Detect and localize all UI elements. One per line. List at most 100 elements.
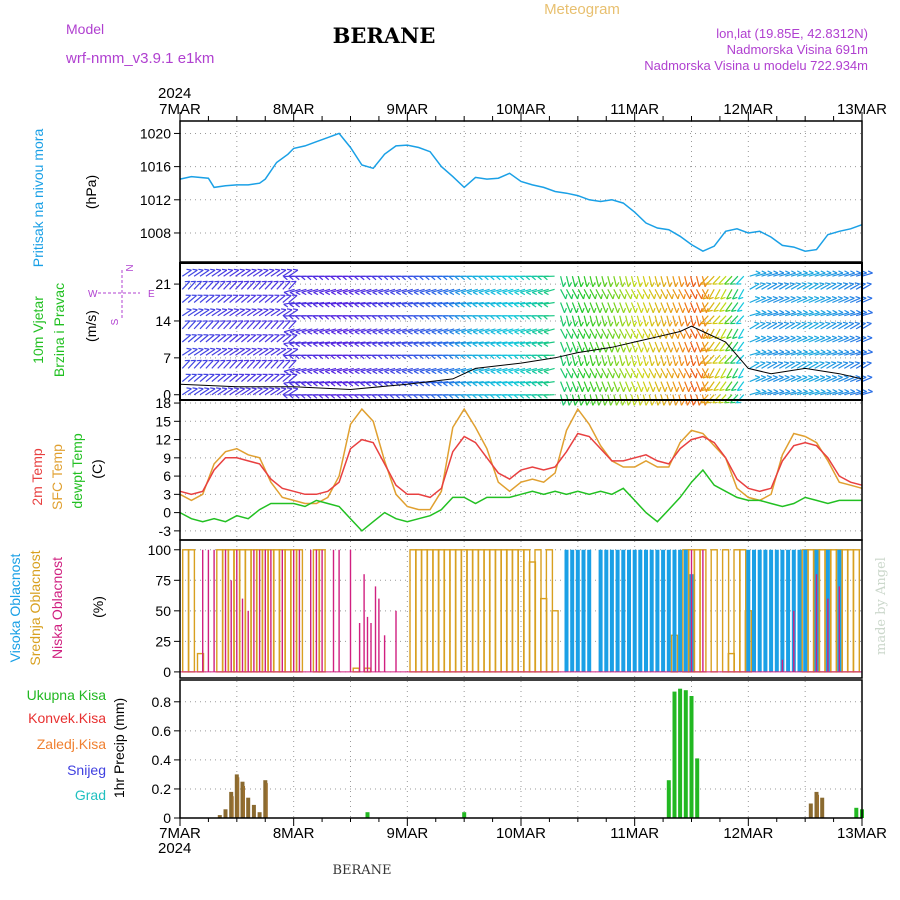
wind-barb (844, 351, 855, 356)
wind-barb (630, 302, 637, 314)
top-day-label: 12MAR (723, 101, 773, 118)
wind-barb-flag (419, 276, 424, 281)
wind-barb (778, 362, 790, 369)
wind-barb (642, 368, 650, 379)
wind-barb (660, 302, 666, 314)
wind-barb (767, 312, 779, 317)
cloud-bar (797, 549, 802, 672)
cloud-bar (793, 610, 795, 672)
wind-barb (258, 280, 268, 290)
wind-barb (808, 272, 820, 277)
wind-barb (678, 302, 684, 314)
wind-barb (850, 391, 861, 396)
y-tick-label: 1012 (140, 192, 171, 208)
cloud-bar (202, 549, 204, 672)
wind-barb-flag (642, 294, 645, 300)
wind-barb-flag (695, 294, 698, 300)
wind-barb-flag (292, 308, 298, 311)
wind-barb (630, 276, 635, 287)
wind-barb (636, 302, 642, 314)
wind-barb-flag (502, 382, 507, 387)
wind-barb (337, 288, 348, 293)
wind-barb (613, 289, 620, 300)
wind-barb (773, 376, 784, 383)
cloud-bar (702, 549, 704, 672)
wind-barb (666, 302, 672, 314)
wind-barb (560, 328, 567, 339)
wind-barb-flag (295, 382, 301, 387)
wind-barb (695, 302, 702, 314)
wind-barb (276, 294, 286, 303)
wind-barb-flag (789, 321, 795, 324)
wind-barb-flag (437, 331, 443, 335)
wind-barb (690, 276, 694, 287)
wind-barb-flag (306, 355, 312, 360)
cloud-bar (604, 549, 609, 672)
wind-barb (773, 312, 785, 317)
wind-barb (319, 301, 331, 305)
wind-barb (289, 341, 301, 345)
wind-barb-flag (807, 321, 813, 324)
wind-barb (360, 341, 372, 345)
wind-barb-flag (478, 355, 483, 360)
wind-barb (690, 302, 696, 314)
wind-barb-flag (796, 309, 802, 314)
wind-barb (270, 334, 280, 343)
wind-barb (193, 334, 203, 343)
wind-barb-flag (269, 387, 275, 390)
wind-barb-flag (855, 375, 861, 378)
wind-barb-flag (407, 370, 413, 375)
wind-barb-flag (838, 309, 844, 314)
wind-barb-flag (233, 387, 239, 390)
wind-barb-flag (569, 386, 573, 393)
wind-barb-flag (419, 355, 424, 360)
wind-barb-flag (371, 394, 377, 399)
wind-barb-flag (377, 382, 383, 387)
wind-barb (796, 272, 808, 277)
wind-barb (571, 381, 577, 393)
wind-barb (755, 376, 766, 383)
wind-barb (490, 367, 502, 372)
wind-barb-flag (478, 331, 484, 335)
wind-barb (712, 354, 721, 364)
wind-barb-flag (449, 331, 455, 335)
wind-barb (785, 391, 796, 396)
wind-barb-flag (336, 370, 342, 375)
wind-barb-flag (568, 321, 573, 327)
wind-barb-flag (796, 388, 802, 393)
wind-barb (246, 294, 257, 303)
cloud-bar (690, 549, 693, 672)
wind-barb-flag (737, 309, 743, 312)
wind-barb-flag (611, 386, 615, 393)
wind-barb (205, 309, 216, 317)
wind-barb-flag (688, 386, 692, 393)
wind-barb (773, 362, 784, 369)
wind-barb-flag (779, 349, 785, 353)
wind-barb-flag (484, 303, 490, 308)
wind-barb-flag (281, 268, 287, 271)
wind-barb (571, 355, 576, 367)
wind-barb (678, 381, 684, 393)
wind-barb (199, 320, 208, 330)
wind-barb-flag (508, 331, 514, 335)
wind-barb (307, 288, 319, 293)
precip-total-bar (689, 696, 694, 818)
wind-barb (796, 376, 808, 383)
wind-barb (613, 328, 620, 339)
wind-barb (235, 280, 244, 290)
wind-barb (642, 289, 650, 300)
wind-barb-flag (348, 382, 354, 387)
wind-barb-flag (507, 355, 513, 360)
wind-barb (636, 368, 644, 379)
wind-barb (307, 367, 319, 372)
wind-barb (724, 394, 733, 404)
wind-barb-flag (565, 333, 568, 339)
wind-barb-flag (454, 276, 460, 281)
y-tick-label: 0 (163, 810, 171, 826)
wind-barb-flag (772, 296, 778, 299)
wind-barb (229, 359, 238, 369)
wind-barb (749, 391, 761, 396)
wind-barb-flag (592, 321, 596, 327)
wind-barb (660, 289, 667, 300)
wind-barb (276, 280, 285, 290)
